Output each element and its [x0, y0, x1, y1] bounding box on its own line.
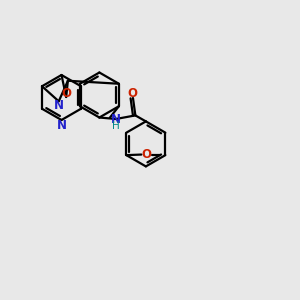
Text: O: O [128, 87, 137, 100]
Text: N: N [54, 99, 64, 112]
Text: O: O [142, 148, 152, 161]
Text: N: N [56, 119, 67, 132]
Text: N: N [111, 112, 121, 125]
Text: H: H [112, 121, 120, 130]
Text: O: O [61, 87, 71, 100]
